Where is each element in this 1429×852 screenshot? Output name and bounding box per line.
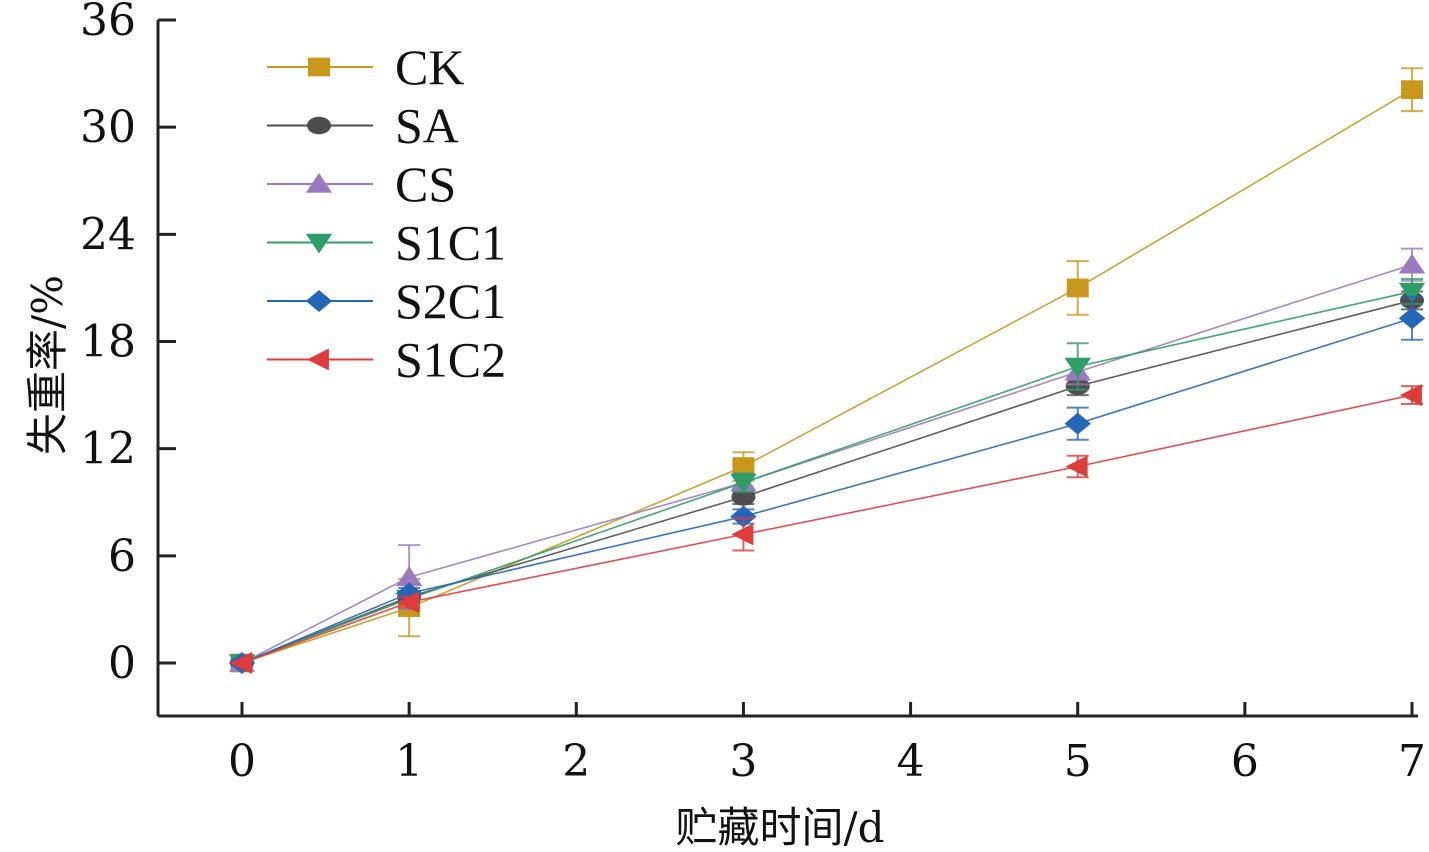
data-point-s1c2 (229, 652, 252, 674)
data-point-ck (1066, 278, 1089, 298)
data-point-s2c1 (730, 505, 757, 528)
x-tick-label: 3 (729, 736, 757, 787)
y-tick-label: 30 (80, 102, 136, 153)
legend-marker-triangle-down-icon (305, 233, 333, 254)
legend-item-s1c2: S1C2 (267, 332, 506, 388)
y-tick-label: 0 (108, 638, 136, 689)
y-tick-label: 18 (80, 317, 136, 368)
data-point-ck (1401, 80, 1423, 100)
x-tick-label: 7 (1398, 736, 1426, 787)
legend-marker-triangle-up-icon (305, 173, 333, 193)
legend-label: CS (395, 156, 456, 212)
data-point-s1c1 (1064, 357, 1091, 378)
data-point-s2c1 (1398, 307, 1426, 330)
data-point-s1c2 (1399, 384, 1422, 407)
legend-item-s2c1: S2C1 (267, 273, 506, 329)
x-tick-label: 1 (395, 736, 423, 787)
x-tick-label: 0 (228, 736, 256, 787)
data-point-s1c2 (1065, 455, 1088, 478)
legend-item-s1c1: S1C1 (267, 215, 506, 271)
legend-label: CK (395, 39, 464, 95)
legend-label: S2C1 (395, 273, 506, 329)
legend-label: SA (395, 98, 459, 154)
legend-item-sa: SA (267, 98, 459, 154)
data-point-s1c1 (1398, 282, 1426, 303)
y-tick-label: 6 (108, 531, 136, 582)
y-tick-label: 24 (80, 209, 136, 260)
legend-item-ck: CK (267, 39, 464, 95)
data-point-s1c1 (730, 473, 757, 494)
y-tick-label: 12 (80, 424, 136, 475)
series-line-s1c2 (241, 394, 1413, 664)
data-point-s1c2 (397, 591, 420, 614)
x-axis-title: 贮藏时间/d (675, 803, 884, 852)
x-tick-label: 6 (1231, 736, 1259, 787)
x-tick-label: 2 (562, 736, 590, 787)
series-s1c2 (229, 384, 1423, 674)
y-axis-title: 失重率/% (23, 275, 72, 455)
legend-item-cs: CS (267, 156, 456, 212)
legend-marker-diamond-icon (305, 290, 333, 312)
legend-label: S1C1 (395, 215, 506, 271)
legend-marker-circle-icon (307, 116, 331, 135)
data-point-cs (395, 566, 423, 587)
data-point-ck (732, 457, 755, 476)
y-tick-label: 36 (80, 0, 136, 46)
legend-marker-square-icon (308, 57, 330, 77)
data-point-s1c2 (731, 523, 754, 546)
data-point-cs (1398, 253, 1426, 274)
data-point-s2c1 (1064, 412, 1091, 435)
legend-label: S1C2 (395, 332, 506, 388)
legend-marker-triangle-left-icon (306, 348, 329, 371)
x-tick-label: 4 (897, 736, 925, 787)
x-tick-label: 5 (1064, 736, 1092, 787)
series-layer (228, 67, 1426, 674)
